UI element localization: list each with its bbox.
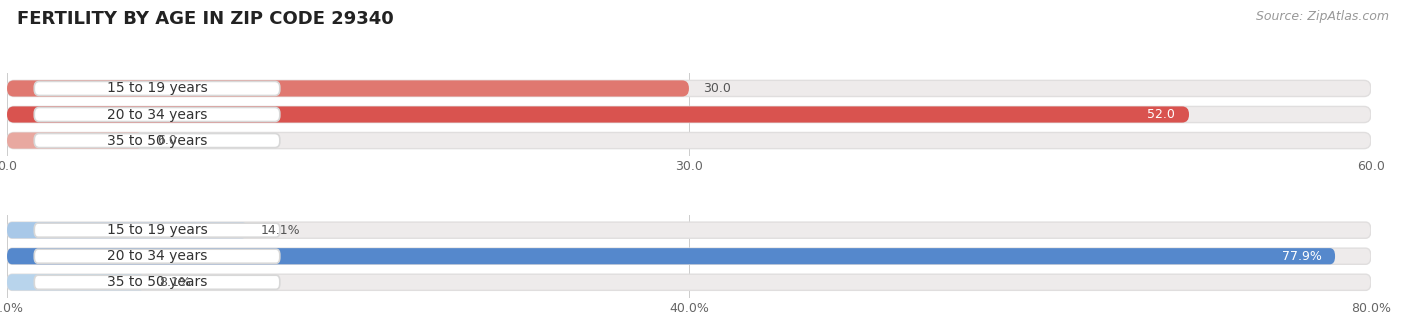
FancyBboxPatch shape: [34, 249, 280, 263]
Text: 35 to 50 years: 35 to 50 years: [107, 275, 207, 289]
Text: 35 to 50 years: 35 to 50 years: [107, 133, 207, 148]
Text: 30.0: 30.0: [703, 82, 731, 95]
Text: 52.0: 52.0: [1147, 108, 1175, 121]
FancyBboxPatch shape: [7, 132, 1371, 149]
FancyBboxPatch shape: [34, 275, 280, 289]
FancyBboxPatch shape: [7, 274, 1371, 290]
Text: 20 to 34 years: 20 to 34 years: [107, 108, 207, 121]
Text: 15 to 19 years: 15 to 19 years: [107, 223, 208, 237]
FancyBboxPatch shape: [7, 107, 1189, 122]
FancyBboxPatch shape: [34, 81, 280, 95]
Text: 6.0: 6.0: [157, 134, 177, 147]
FancyBboxPatch shape: [7, 248, 1336, 264]
FancyBboxPatch shape: [34, 223, 280, 237]
FancyBboxPatch shape: [34, 108, 280, 121]
Text: 15 to 19 years: 15 to 19 years: [107, 81, 208, 95]
FancyBboxPatch shape: [7, 80, 1371, 97]
Text: 20 to 34 years: 20 to 34 years: [107, 249, 207, 263]
FancyBboxPatch shape: [7, 132, 143, 149]
FancyBboxPatch shape: [7, 107, 1371, 122]
Text: 14.1%: 14.1%: [262, 224, 301, 237]
Text: Source: ZipAtlas.com: Source: ZipAtlas.com: [1256, 10, 1389, 23]
FancyBboxPatch shape: [7, 80, 689, 97]
Text: 8.1%: 8.1%: [159, 276, 191, 289]
Text: FERTILITY BY AGE IN ZIP CODE 29340: FERTILITY BY AGE IN ZIP CODE 29340: [17, 10, 394, 28]
FancyBboxPatch shape: [7, 222, 247, 238]
FancyBboxPatch shape: [7, 274, 145, 290]
Text: 77.9%: 77.9%: [1281, 250, 1322, 263]
FancyBboxPatch shape: [7, 248, 1371, 264]
FancyBboxPatch shape: [34, 133, 280, 148]
FancyBboxPatch shape: [7, 222, 1371, 238]
